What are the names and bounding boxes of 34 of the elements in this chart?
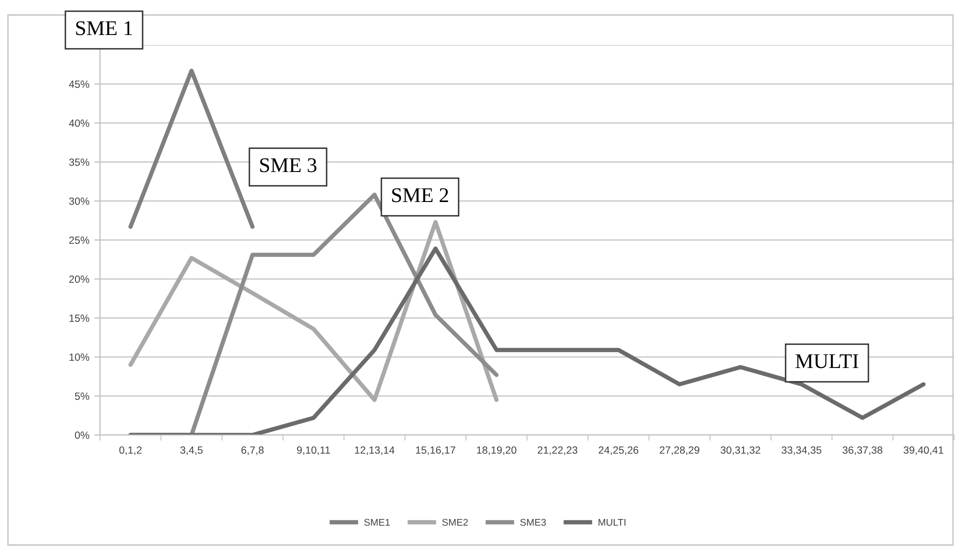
text: SME 1: [76, 21, 132, 36]
y-tick-label: 5%: [74, 392, 90, 400]
y-tick-label: 0%: [74, 432, 90, 439]
y-tick-label: 30%: [69, 198, 90, 205]
legend-label: SME3: [520, 518, 546, 526]
x-tick-label: 27,28,29: [660, 446, 700, 455]
x-tick-label: 3,4,5: [180, 446, 203, 455]
x-tick-label: 0,1,2: [119, 446, 142, 455]
x-tick-label: 18,19,20: [477, 446, 516, 455]
x-tick-label: 6,7,8: [241, 446, 264, 455]
x-tick-label: 21,22,23: [538, 446, 578, 455]
legend-label: SME1: [364, 518, 390, 526]
x-tick-label: 30,31,32: [720, 446, 760, 455]
y-tick-label: 25%: [69, 236, 90, 244]
y-tick-label: 45%: [68, 80, 90, 88]
x-tick-label: 24,25,26: [598, 446, 638, 455]
y-tick-label: 35%: [69, 158, 90, 166]
annotation: MULTI: [796, 354, 858, 368]
annotation: SME 3: [260, 158, 316, 172]
legend-label: MULTI: [598, 518, 626, 526]
x-tick-label: 36,37,38: [842, 446, 882, 455]
x-tick-label: 9,10,11: [296, 446, 330, 455]
y-tick-label: 15%: [70, 314, 90, 322]
y-tick-label: 20%: [69, 276, 90, 283]
x-tick-label: 33,34,35: [782, 446, 822, 455]
annotation: SME 2: [392, 188, 448, 202]
legend-label: SME2: [442, 518, 468, 526]
x-tick-label: 12,13,14: [355, 446, 394, 455]
x-tick-label: 15,16,17: [416, 446, 456, 455]
x-tick-label: 39,40,41: [904, 446, 944, 455]
y-tick-label: 10%: [70, 354, 90, 361]
line-series: [128, 220, 499, 402]
y-tick-label: 40%: [68, 120, 90, 127]
line-series: [128, 246, 926, 435]
